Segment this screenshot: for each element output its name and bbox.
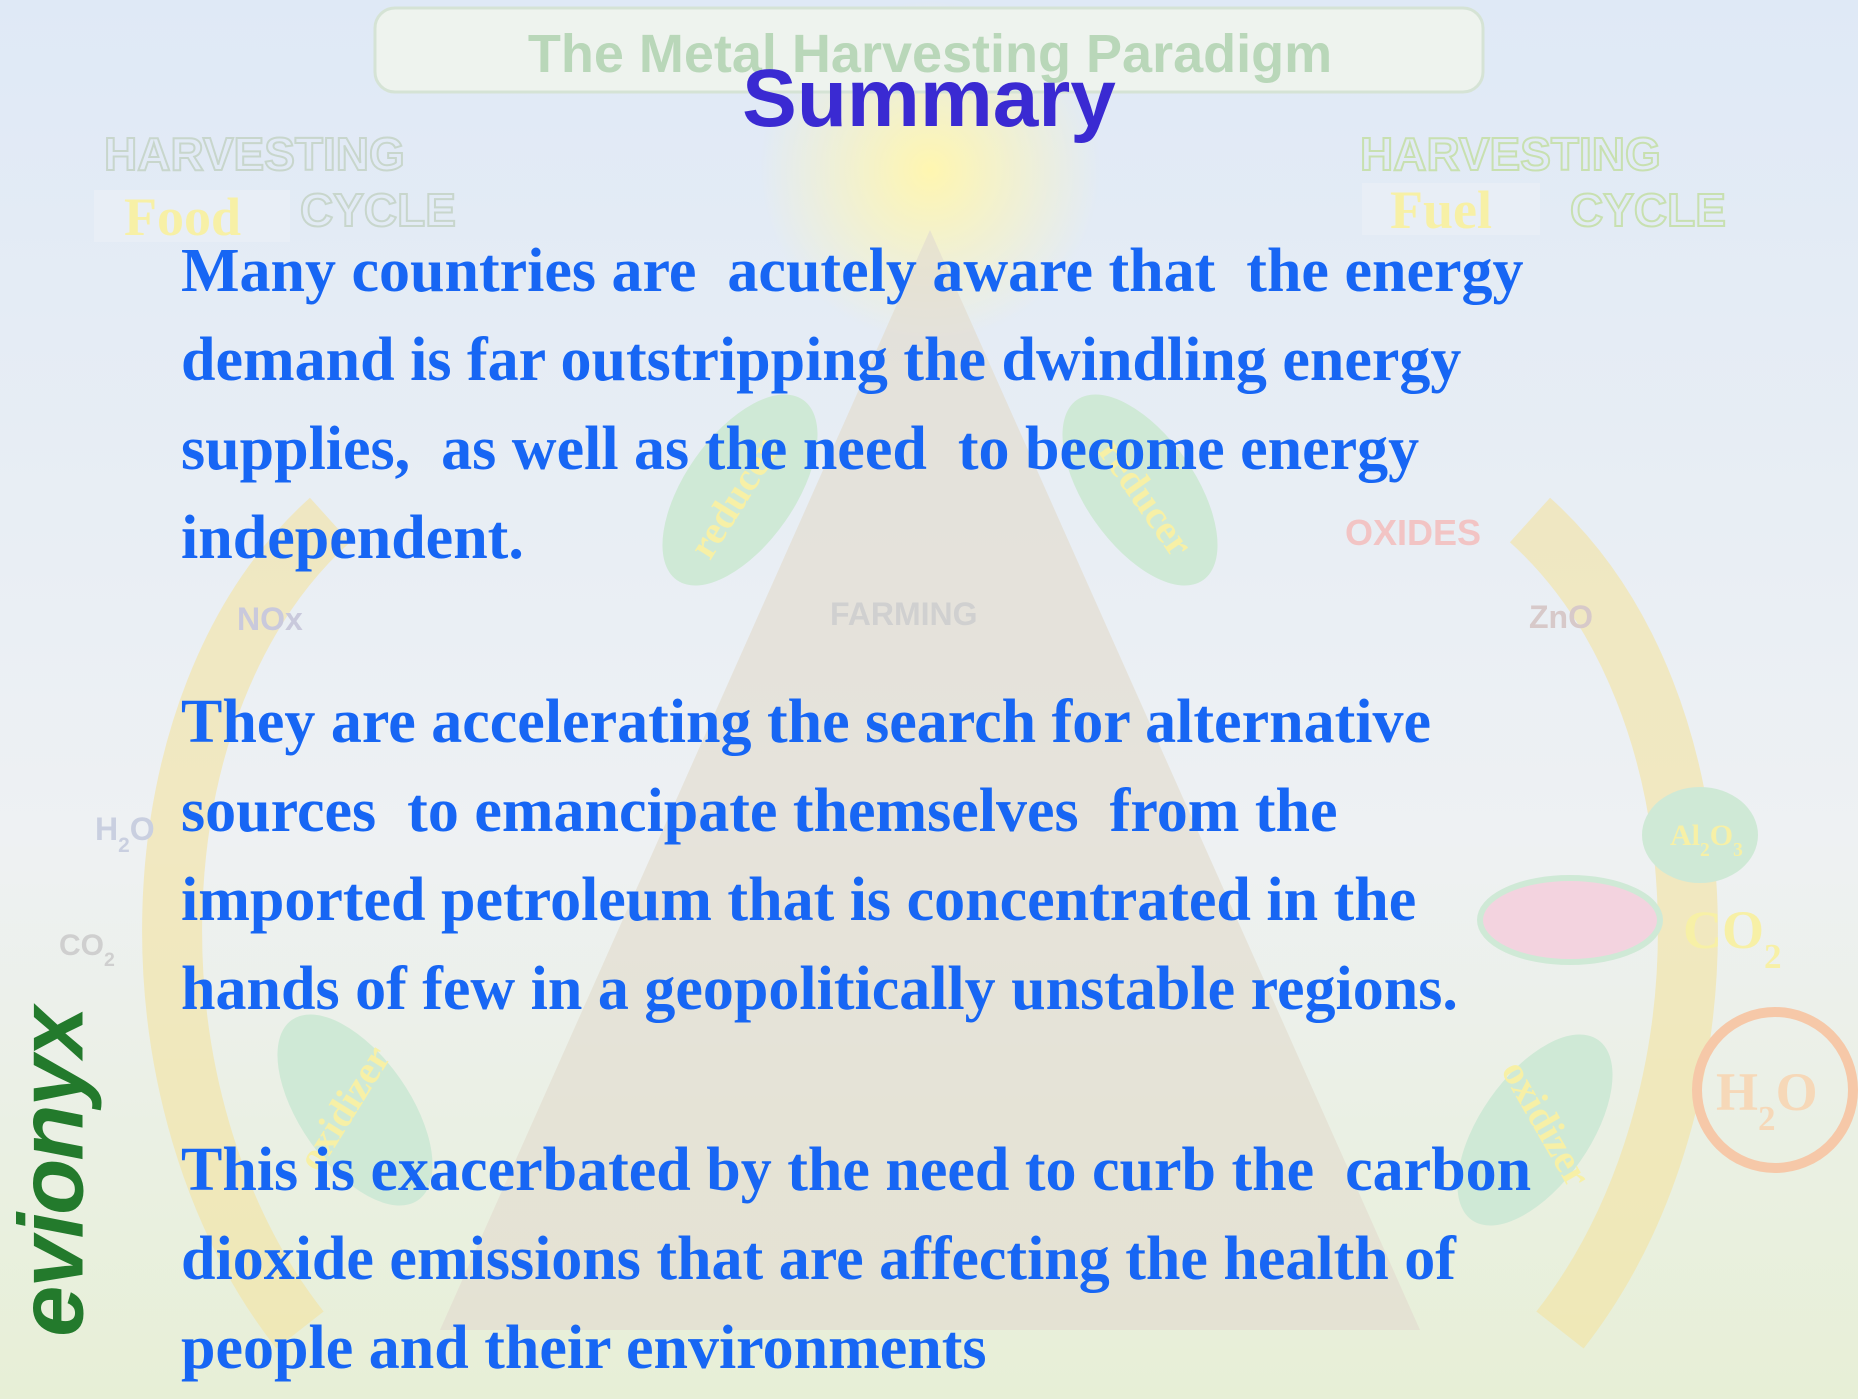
oxides-label: OXIDES (1345, 512, 1481, 553)
text-line: This is exacerbated by the need to curb … (181, 1139, 1531, 1201)
slide: The Metal Harvesting Paradigm HARVESTING… (0, 0, 1858, 1399)
text-line: sources to emancipate themselves from th… (181, 780, 1338, 842)
fuel-label: Fuel (1390, 180, 1492, 240)
cycle-label: CYCLE (1570, 184, 1726, 236)
oval (1480, 878, 1660, 962)
text-line: imported petroleum that is concentrated … (181, 869, 1416, 931)
text-line: supplies, as well as the need to become … (181, 418, 1419, 480)
nox-label: NOx (237, 601, 303, 637)
text-line: They are accelerating the search for alt… (181, 691, 1431, 753)
text-line: independent. (181, 507, 524, 569)
logo: evionyx (0, 1003, 105, 1343)
text-line: people and their environments (181, 1317, 987, 1379)
text-line: Many countries are acutely aware that th… (181, 240, 1523, 302)
cycle-label: CYCLE (300, 184, 456, 236)
title: Summary (0, 52, 1858, 146)
text-line: demand is far outstripping the dwindling… (181, 329, 1461, 391)
text-line: dioxide emissions that are affecting the… (181, 1228, 1456, 1290)
oval (1642, 787, 1758, 883)
farming-label: FARMING (830, 596, 978, 632)
zno-label: ZnO (1529, 599, 1593, 635)
text-line: hands of few in a geopolitically unstabl… (181, 958, 1458, 1020)
